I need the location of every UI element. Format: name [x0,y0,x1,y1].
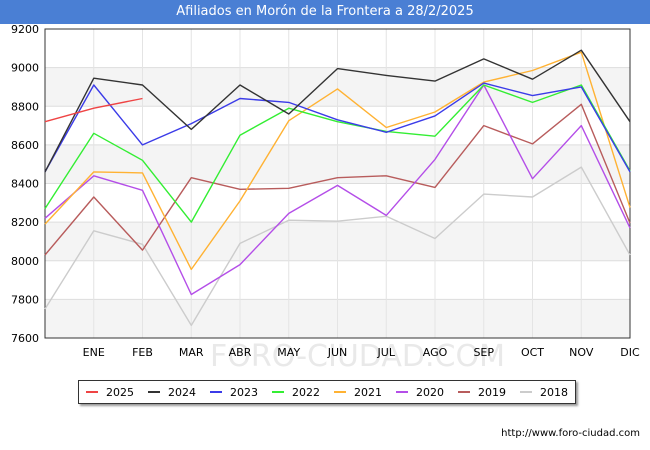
legend-item-2025: 2025 [86,386,134,399]
series-line-2021 [44,51,631,271]
y-tick-label: 8200 [11,216,39,229]
x-tick-label: DIC [620,346,640,359]
chart-legend: 2025 2024 2023 2022 2021 2020 2019 2018 [78,380,576,404]
x-tick-label: MAR [179,346,204,359]
series-line-2023 [44,82,631,173]
series-line-2022 [44,84,631,223]
legend-label: 2018 [540,385,568,399]
legend-swatch [148,391,160,393]
watermark-text: FORO-CIUDAD.COM [210,339,505,374]
x-tick-label: AGO [423,346,448,359]
x-tick-label: SEP [473,346,494,359]
legend-item-2022: 2022 [272,386,320,399]
legend-label: 2022 [292,385,320,399]
series-line-2018 [44,166,631,327]
x-tick-label: MAY [277,346,300,359]
legend-item-2018: 2018 [520,386,568,399]
x-tick-label: NOV [569,346,594,359]
legend-item-2020: 2020 [396,386,444,399]
plot-border [44,28,631,339]
y-tick-label: 8400 [11,178,39,191]
series-line-2020 [44,84,631,296]
x-tick-label: JUL [377,346,396,359]
title-bar [0,0,650,24]
legend-label: 2025 [106,385,134,399]
legend-label: 2020 [416,385,444,399]
series-line-2019 [44,103,631,256]
y-tick-label: 7600 [11,332,39,345]
chart-title: Afiliados en Morón de la Frontera a 28/2… [176,4,474,19]
y-tick-label: 8600 [11,139,39,152]
x-tick-label: JUN [327,346,348,359]
legend-swatch [210,391,222,393]
legend-swatch [458,391,470,393]
y-tick-label: 9000 [11,62,39,75]
legend-swatch [334,391,346,393]
legend-item-2019: 2019 [458,386,506,399]
legend-item-2024: 2024 [148,386,196,399]
y-tick-label: 9200 [11,23,39,36]
legend-label: 2019 [478,385,506,399]
x-tick-label: OCT [521,346,544,359]
legend-item-2021: 2021 [334,386,382,399]
y-tick-label: 8800 [11,100,39,113]
legend-label: 2021 [354,385,382,399]
x-tick-label: ENE [83,346,105,359]
legend-swatch [272,391,284,393]
x-tick-label: FEB [132,346,153,359]
y-tick-label: 8000 [11,255,39,268]
source-url[interactable]: http://www.foro-ciudad.com [501,428,640,439]
legend-label: 2023 [230,385,258,399]
legend-item-2023: 2023 [210,386,258,399]
series-line-2025 [44,97,143,123]
legend-swatch [86,391,98,393]
y-tick-label: 7800 [11,293,39,306]
x-tick-label: ABR [229,346,252,359]
series-line-2024 [44,49,631,173]
legend-swatch [520,391,532,393]
legend-swatch [396,391,408,393]
legend-label: 2024 [168,385,196,399]
